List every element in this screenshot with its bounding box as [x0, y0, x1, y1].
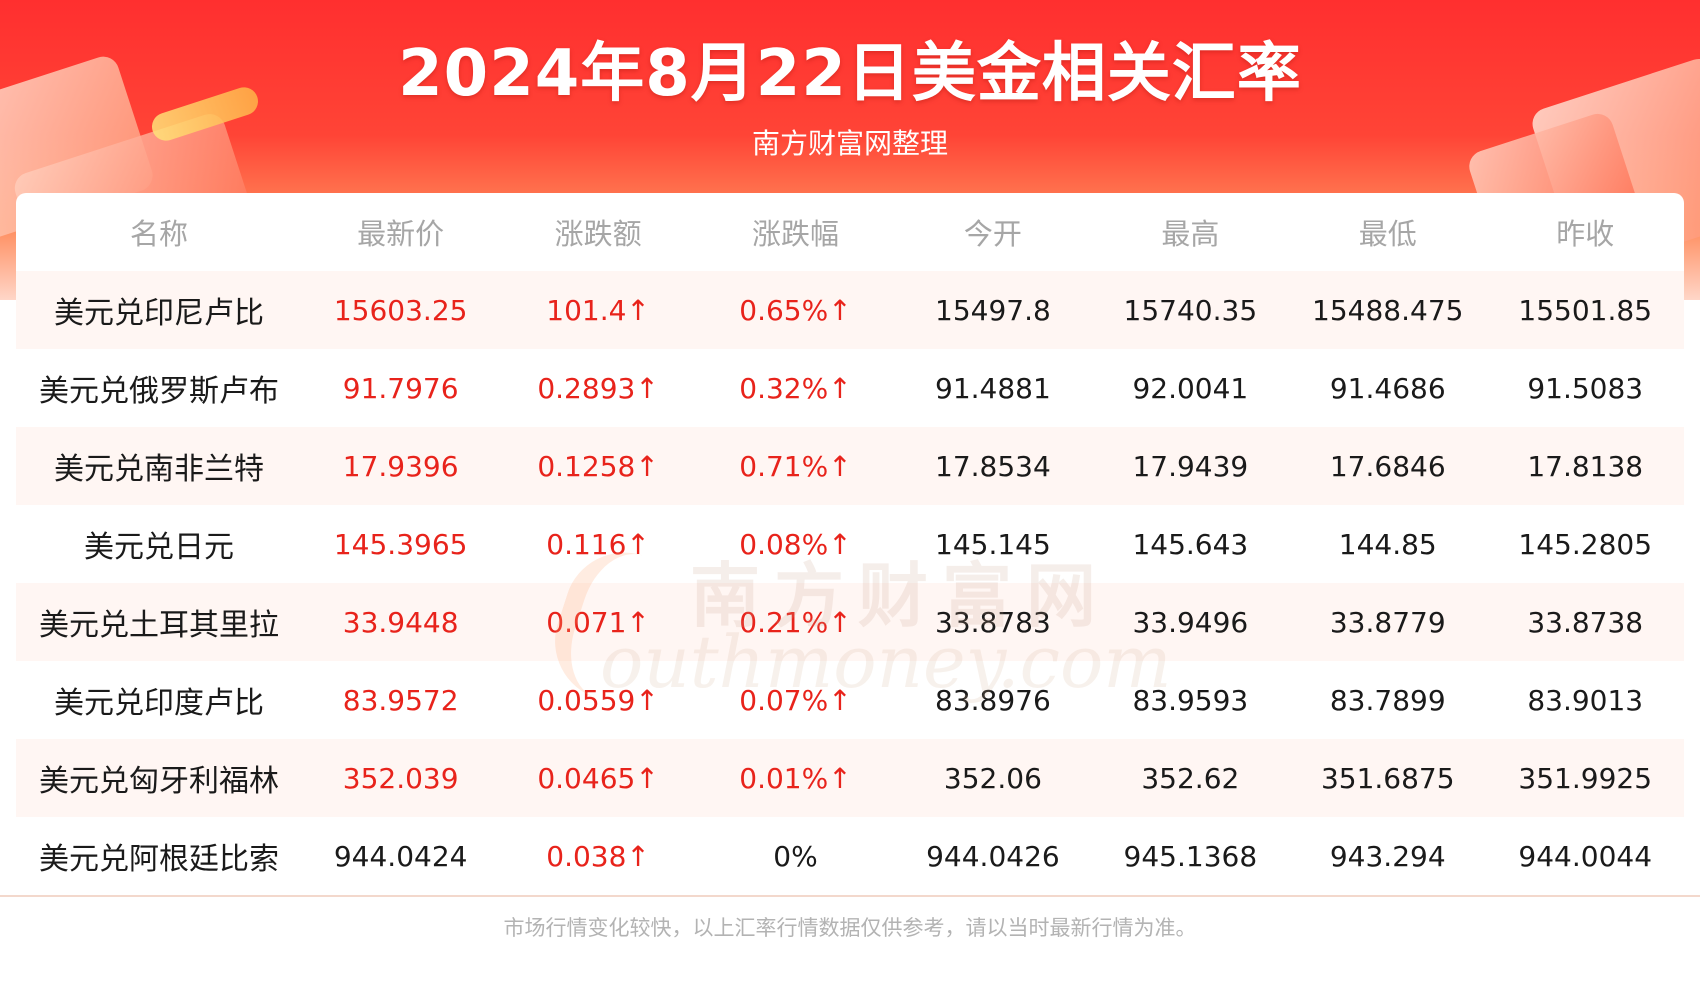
- low-cell: 17.6846: [1289, 427, 1487, 505]
- latest-price-cell: 352.039: [301, 739, 500, 817]
- latest-price-cell: 17.9396: [301, 427, 500, 505]
- low-cell: 943.294: [1289, 817, 1487, 895]
- open-cell: 944.0426: [894, 817, 1092, 895]
- latest-price-cell: 33.9448: [301, 583, 500, 661]
- prev-close-cell: 351.9925: [1486, 739, 1684, 817]
- column-header-low: 最低: [1358, 217, 1417, 251]
- prev-close-cell: 17.8138: [1486, 427, 1684, 505]
- high-cell: 92.0041: [1091, 349, 1290, 427]
- change-amount-cell: 0.2893↑: [499, 349, 697, 427]
- currency-pair-name: 美元兑日元: [16, 505, 302, 583]
- latest-price-cell: 15603.25: [301, 271, 500, 349]
- currency-pair-name: 美元兑印度卢比: [16, 661, 302, 739]
- column-header-open: 今开: [963, 217, 1022, 251]
- table-row: 美元兑南非兰特 17.9396 0.1258↑ 0.71%↑ 17.8534 1…: [16, 427, 1684, 505]
- change-percent-cell: 0.65%↑: [696, 271, 895, 349]
- latest-price-cell: 91.7976: [301, 349, 500, 427]
- change-percent-cell: 0%: [696, 817, 895, 895]
- high-cell: 15740.35: [1091, 271, 1290, 349]
- change-amount-cell: 0.0465↑: [499, 739, 697, 817]
- change-amount-cell: 0.071↑: [499, 583, 697, 661]
- currency-pair-name: 美元兑南非兰特: [16, 427, 302, 505]
- change-amount-cell: 0.116↑: [499, 505, 697, 583]
- table-row: 美元兑俄罗斯卢布 91.7976 0.2893↑ 0.32%↑ 91.4881 …: [16, 349, 1684, 427]
- change-percent-cell: 0.71%↑: [696, 427, 895, 505]
- low-cell: 83.7899: [1289, 661, 1487, 739]
- high-cell: 945.1368: [1091, 817, 1290, 895]
- table-row: 美元兑阿根廷比索 944.0424 0.038↑ 0% 944.0426 945…: [16, 817, 1684, 895]
- change-percent-cell: 0.08%↑: [696, 505, 895, 583]
- prev-close-cell: 91.5083: [1486, 349, 1684, 427]
- table-row: 美元兑匈牙利福林 352.039 0.0465↑ 0.01%↑ 352.06 3…: [16, 739, 1684, 817]
- table-body: 美元兑印尼卢比 15603.25 101.4↑ 0.65%↑ 15497.8 1…: [16, 271, 1684, 895]
- exchange-rate-table: 名称 最新价 涨跌额 涨跌幅 今开 最高 最低 昨收 美元兑印尼卢比 15603…: [16, 193, 1684, 895]
- table-bottom-divider: [0, 895, 1700, 897]
- change-percent-cell: 0.32%↑: [696, 349, 895, 427]
- latest-price-cell: 145.3965: [301, 505, 500, 583]
- low-cell: 144.85: [1289, 505, 1487, 583]
- change-amount-cell: 101.4↑: [499, 271, 697, 349]
- table-row: 美元兑土耳其里拉 33.9448 0.071↑ 0.21%↑ 33.8783 3…: [16, 583, 1684, 661]
- column-header-high: 最高: [1161, 217, 1220, 251]
- prev-close-cell: 15501.85: [1486, 271, 1684, 349]
- page-title: 2024年8月22日美金相关汇率: [398, 37, 1302, 111]
- change-percent-cell: 0.07%↑: [696, 661, 895, 739]
- change-amount-cell: 0.1258↑: [499, 427, 697, 505]
- low-cell: 91.4686: [1289, 349, 1487, 427]
- change-amount-cell: 0.038↑: [499, 817, 697, 895]
- page-subtitle: 南方财富网整理: [751, 127, 948, 160]
- high-cell: 33.9496: [1091, 583, 1290, 661]
- low-cell: 351.6875: [1289, 739, 1487, 817]
- footer-disclaimer: 市场行情变化较快，以上汇率行情数据仅供参考，请以当时最新行情为准。: [503, 916, 1197, 940]
- currency-pair-name: 美元兑匈牙利福林: [16, 739, 302, 817]
- open-cell: 17.8534: [894, 427, 1092, 505]
- table-header: 名称 最新价 涨跌额 涨跌幅 今开 最高 最低 昨收: [16, 193, 1684, 271]
- column-header-change-percent: 涨跌幅: [751, 217, 839, 251]
- high-cell: 83.9593: [1091, 661, 1290, 739]
- currency-pair-name: 美元兑土耳其里拉: [16, 583, 302, 661]
- change-percent-cell: 0.01%↑: [696, 739, 895, 817]
- currency-pair-name: 美元兑俄罗斯卢布: [16, 349, 302, 427]
- change-percent-cell: 0.21%↑: [696, 583, 895, 661]
- prev-close-cell: 33.8738: [1486, 583, 1684, 661]
- open-cell: 91.4881: [894, 349, 1092, 427]
- open-cell: 352.06: [894, 739, 1092, 817]
- open-cell: 145.145: [894, 505, 1092, 583]
- prev-close-cell: 145.2805: [1486, 505, 1684, 583]
- column-header-prev-close: 昨收: [1556, 217, 1615, 251]
- low-cell: 15488.475: [1289, 271, 1487, 349]
- open-cell: 33.8783: [894, 583, 1092, 661]
- column-header-latest-price: 最新价: [357, 217, 445, 251]
- latest-price-cell: 83.9572: [301, 661, 500, 739]
- high-cell: 352.62: [1091, 739, 1290, 817]
- table-row: 美元兑印度卢比 83.9572 0.0559↑ 0.07%↑ 83.8976 8…: [16, 661, 1684, 739]
- currency-pair-name: 美元兑印尼卢比: [16, 271, 302, 349]
- header-row: 名称 最新价 涨跌额 涨跌幅 今开 最高 最低 昨收: [16, 193, 1684, 271]
- column-header-name: 名称: [129, 217, 188, 251]
- open-cell: 83.8976: [894, 661, 1092, 739]
- latest-price-cell: 944.0424: [301, 817, 500, 895]
- open-cell: 15497.8: [894, 271, 1092, 349]
- low-cell: 33.8779: [1289, 583, 1487, 661]
- high-cell: 145.643: [1091, 505, 1290, 583]
- prev-close-cell: 83.9013: [1486, 661, 1684, 739]
- change-amount-cell: 0.0559↑: [499, 661, 697, 739]
- prev-close-cell: 944.0044: [1486, 817, 1684, 895]
- currency-pair-name: 美元兑阿根廷比索: [16, 817, 302, 895]
- table-row: 美元兑印尼卢比 15603.25 101.4↑ 0.65%↑ 15497.8 1…: [16, 271, 1684, 349]
- high-cell: 17.9439: [1091, 427, 1290, 505]
- table-row: 美元兑日元 145.3965 0.116↑ 0.08%↑ 145.145 145…: [16, 505, 1684, 583]
- column-header-change-amount: 涨跌额: [554, 217, 642, 251]
